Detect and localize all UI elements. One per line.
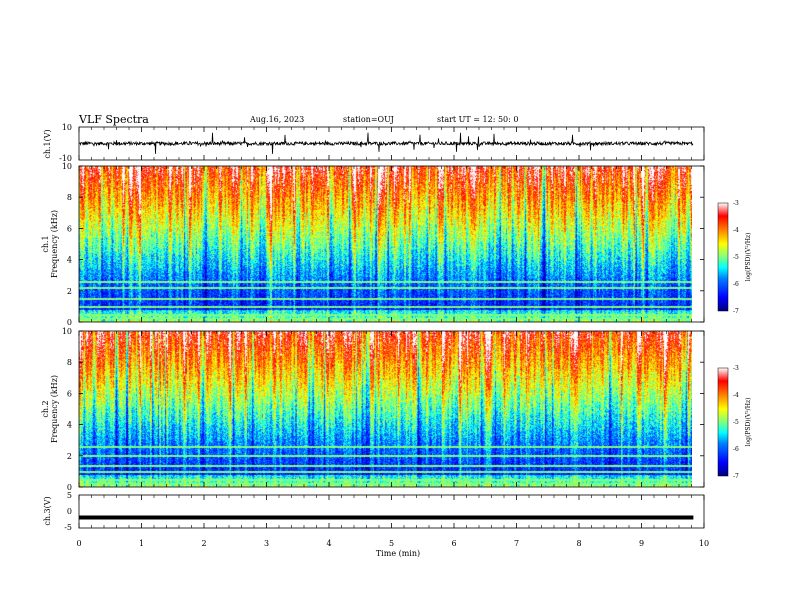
ch2-colorbar-tick--6: -6 xyxy=(733,446,739,453)
ch1-spectrogram-ytick-10: 10 xyxy=(62,162,72,171)
x-tick-label-1: 1 xyxy=(139,539,144,548)
ch2-spectrogram-ytick-8: 8 xyxy=(67,358,72,367)
station-label: station=OUJ xyxy=(343,115,394,124)
ch2-spectrogram-heatmap xyxy=(79,331,692,487)
x-tick-label-6: 6 xyxy=(451,539,456,548)
x-axis: 0 1 2 3 4 5 6 7 8 9 10 xyxy=(76,127,709,548)
x-axis-label: Time (min) xyxy=(376,549,420,558)
ch2-spectrogram-ytick-4: 4 xyxy=(67,421,72,430)
ch1-colorbar-tick--3: -3 xyxy=(733,200,739,207)
x-tick-label-5: 5 xyxy=(389,539,394,548)
ch1-spectrogram-heatmap xyxy=(79,166,692,322)
figure-title: VLF Spectra xyxy=(78,113,149,126)
x-tick-label-0: 0 xyxy=(76,539,81,548)
ch1-waveform-panel: 10 -10 ch.1(V) xyxy=(43,123,705,163)
ch1-colorbar-label: log(PSD)(V²/Hz) xyxy=(745,233,752,282)
ch3-waveform-ylabel: ch.3(V) xyxy=(43,496,52,525)
ch1-spectrogram-ytick-8: 8 xyxy=(67,193,72,202)
ch1-waveform-line xyxy=(78,132,694,154)
ch1-channel-label: ch.1 xyxy=(41,235,50,252)
ch1-colorbar-tick--7: -7 xyxy=(733,308,739,315)
ch2-spectrogram-ylabel: Frequency (kHz) xyxy=(50,375,59,443)
x-tick-label-7: 7 xyxy=(514,539,519,548)
ch2-channel-label: ch.2 xyxy=(41,400,50,417)
x-tick-label-3: 3 xyxy=(264,539,269,548)
x-tick-label-10: 10 xyxy=(699,539,709,548)
ch1-spectrogram-ytick-0: 0 xyxy=(67,318,72,327)
ch1-ytick-bottom: -10 xyxy=(59,154,72,163)
x-tick-label-8: 8 xyxy=(576,539,581,548)
x-tick-label-9: 9 xyxy=(639,539,644,548)
x-tick-label-4: 4 xyxy=(326,539,331,548)
ch3-ytick-mid: 0 xyxy=(67,507,72,516)
ch2-spectrogram-ytick-6: 6 xyxy=(67,389,72,398)
ch1-spectrogram-ytick-2: 2 xyxy=(67,287,72,296)
ch1-colorbar-tick--6: -6 xyxy=(733,281,739,288)
ch2-colorbar-tick--5: -5 xyxy=(733,419,739,426)
start-time-label: start UT = 12: 50: 0 xyxy=(437,115,518,124)
ch1-spectrogram-ytick-4: 4 xyxy=(67,256,72,265)
ch2-colorbar-tick--7: -7 xyxy=(733,473,739,480)
ch1-colorbar-tick--5: -5 xyxy=(733,254,739,261)
ch2-spectrogram-ytick-10: 10 xyxy=(62,327,72,336)
ch1-spectrogram-ytick-6: 6 xyxy=(67,224,72,233)
ch2-colorbar-tick--3: -3 xyxy=(733,365,739,372)
ch1-colorbar xyxy=(717,202,729,312)
ch1-waveform-ylabel: ch.1(V) xyxy=(43,129,52,158)
ch2-colorbar-tick--4: -4 xyxy=(733,392,739,399)
ch1-spectrogram-ylabel: Frequency (kHz) xyxy=(50,210,59,278)
x-tick-label-2: 2 xyxy=(201,539,206,548)
ch3-ytick-bottom: -5 xyxy=(64,523,72,532)
ch2-colorbar-label: log(PSD)(V²/Hz) xyxy=(745,398,752,447)
ch2-spectrogram-ytick-2: 2 xyxy=(67,452,72,461)
ch2-spectrogram-ytick-0: 0 xyxy=(67,483,72,492)
ch1-colorbar-tick--4: -4 xyxy=(733,227,739,234)
ch3-waveform-panel: 5 0 -5 ch.3(V) xyxy=(43,491,705,532)
ch1-ytick-top: 10 xyxy=(62,123,72,132)
date-label: Aug.16, 2023 xyxy=(249,115,304,124)
ch3-ytick-top: 5 xyxy=(67,491,72,500)
ch2-colorbar xyxy=(717,367,729,477)
